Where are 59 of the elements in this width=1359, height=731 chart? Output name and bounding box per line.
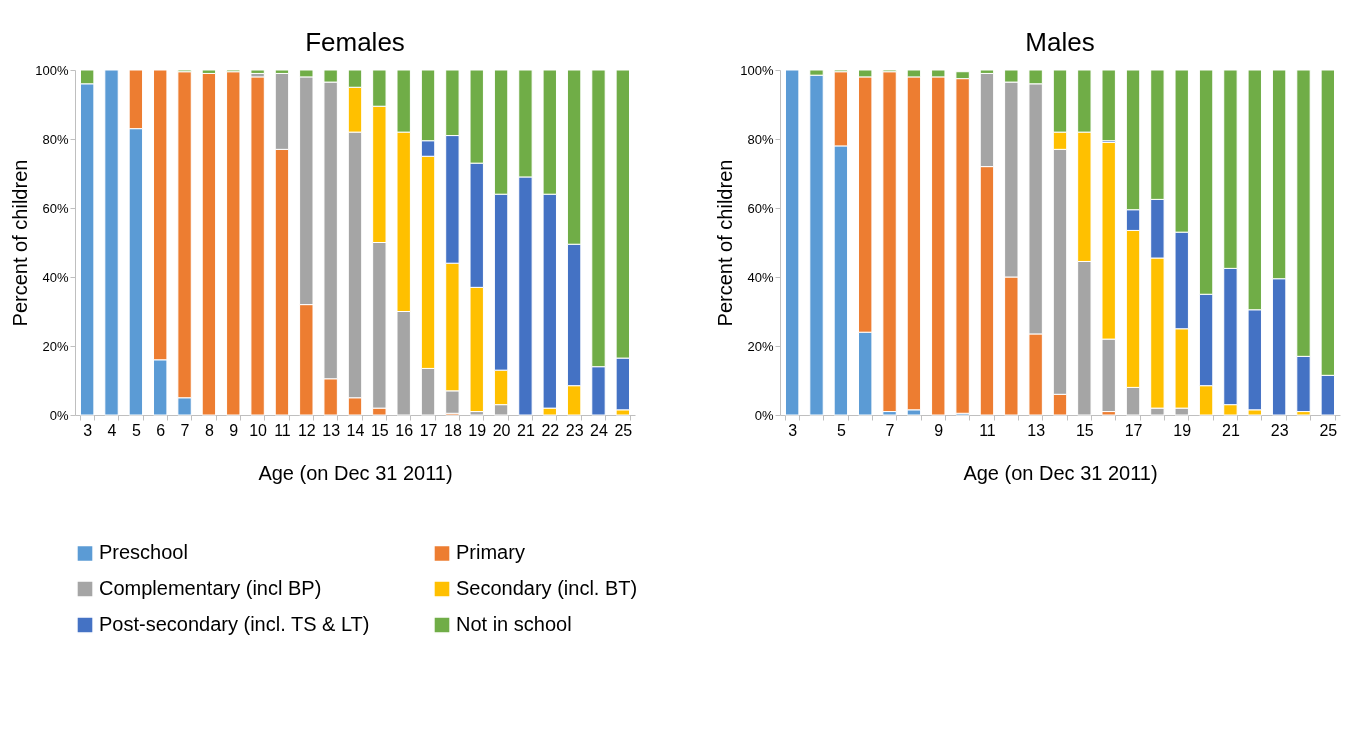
legend-label: Not in school — [456, 613, 572, 635]
x-axis-title: Age (on Dec 31 2011) — [258, 461, 453, 484]
x-tick-label: 19 — [468, 421, 487, 439]
x-tick-label: 13 — [1027, 421, 1046, 439]
x-tick-label: 4 — [107, 421, 117, 439]
x-tick-label: 13 — [322, 421, 341, 439]
x-tick-label: 25 — [614, 421, 633, 439]
x-tick-label: 12 — [297, 421, 316, 439]
x-tick-label: 18 — [443, 421, 462, 439]
y-tick-label: 40% — [42, 269, 69, 285]
y-tick-label: 80% — [747, 131, 774, 147]
x-tick-label: 15 — [370, 421, 389, 439]
x-tick-label: 14 — [346, 421, 365, 439]
x-axis-title: Age (on Dec 31 2011) — [963, 461, 1158, 484]
x-tick-label: 11 — [979, 421, 996, 439]
x-tick-label: 25 — [1319, 421, 1338, 439]
x-tick-label: 3 — [788, 421, 798, 439]
y-tick-label: 100% — [740, 62, 774, 78]
x-tick-label: 7 — [180, 421, 190, 439]
x-tick-label: 17 — [419, 421, 438, 439]
y-tick-label: 0% — [754, 407, 774, 423]
x-tick-label: 16 — [395, 421, 414, 439]
y-tick-label: 60% — [42, 200, 69, 216]
x-tick-label: 20 — [492, 421, 511, 439]
legend-label: Complementary (incl BP) — [99, 577, 322, 599]
x-tick-label: 9 — [934, 421, 944, 439]
chart-title: Females — [305, 27, 405, 57]
chart-title: Males — [1025, 27, 1095, 57]
x-tick-label: 11 — [274, 421, 291, 439]
x-tick-label: 9 — [229, 421, 239, 439]
legend-label: Primary — [456, 541, 525, 564]
legend-label: Preschool — [99, 541, 188, 564]
y-tick-label: 0% — [49, 407, 69, 423]
y-axis-title: Percent of children — [714, 159, 737, 327]
x-tick-label: 6 — [156, 421, 166, 439]
y-tick-label: 40% — [747, 269, 774, 285]
y-tick-label: 100% — [35, 62, 69, 78]
x-tick-label: 21 — [517, 421, 535, 439]
x-tick-label: 17 — [1124, 421, 1143, 439]
x-tick-label: 3 — [83, 421, 93, 439]
legend-label: Secondary (incl. BT) — [456, 577, 638, 599]
x-tick-label: 19 — [1173, 421, 1192, 439]
y-tick-label: 80% — [42, 131, 69, 147]
y-tick-label: 60% — [747, 200, 774, 216]
x-tick-label: 5 — [131, 421, 141, 439]
x-tick-label: 7 — [885, 421, 895, 439]
x-tick-label: 21 — [1222, 421, 1240, 439]
x-tick-label: 5 — [836, 421, 846, 439]
y-tick-label: 20% — [747, 338, 774, 354]
x-tick-label: 23 — [565, 421, 584, 439]
x-tick-label: 15 — [1075, 421, 1094, 439]
x-tick-label: 23 — [1270, 421, 1289, 439]
x-tick-label: 8 — [204, 421, 214, 439]
y-axis-title: Percent of children — [9, 159, 32, 327]
x-tick-label: 10 — [249, 421, 268, 439]
legend-label: Post-secondary (incl. TS & LT) — [99, 613, 370, 635]
x-tick-label: 22 — [541, 421, 560, 439]
x-tick-label: 24 — [590, 421, 608, 439]
y-tick-label: 20% — [42, 338, 69, 354]
